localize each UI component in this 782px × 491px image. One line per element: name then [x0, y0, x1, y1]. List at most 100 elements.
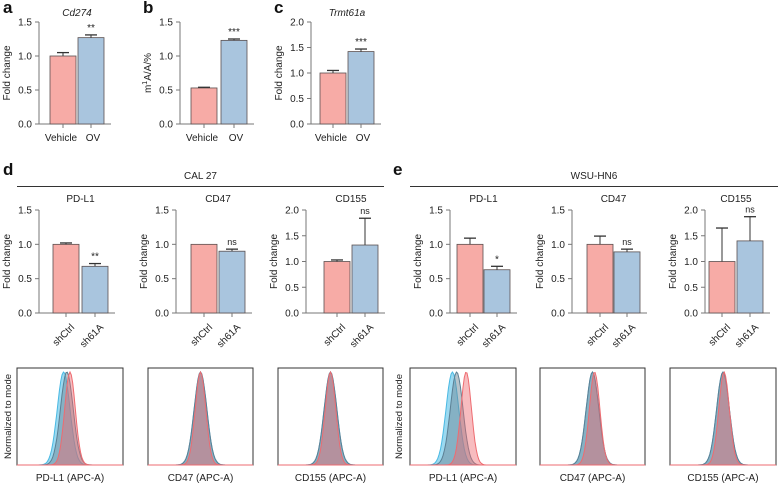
histogram-x-label: PD-L1 (APC-A): [36, 473, 104, 484]
bar-sh61a: [351, 244, 379, 314]
significance-label: *: [495, 254, 499, 265]
group-title-cal27: CAL 27: [184, 171, 217, 182]
histogram-red-curve: [540, 371, 645, 466]
significance-label: ns: [622, 237, 632, 247]
y-axis-label: m1A/A/%: [142, 53, 154, 93]
x-tick-label: sh61A: [215, 322, 243, 350]
bar-ov: [220, 39, 248, 125]
bar-vehicle: [49, 55, 77, 125]
y-axis-label: Fold change: [535, 234, 546, 289]
bar-shctrl: [708, 261, 736, 314]
bar-sh61a: [218, 250, 246, 314]
y-tick-label: 0.5: [285, 283, 299, 294]
bar-sh61a: [736, 240, 764, 314]
panel-label-a: a: [3, 0, 13, 17]
y-tick-label: 0.5: [18, 86, 32, 97]
chart-title: CD155: [720, 194, 752, 205]
significance-label: ***: [355, 37, 367, 48]
group-divider-e: [410, 186, 778, 187]
y-tick-label: 0.5: [155, 274, 169, 285]
bar-vehicle: [319, 72, 347, 125]
x-tick-label: OV: [86, 133, 101, 144]
x-tick-label: sh61A: [610, 322, 638, 350]
y-tick-label: 1.0: [159, 52, 173, 63]
x-tick-label: shCtrl: [51, 322, 77, 348]
histogram-x-label: CD155 (APC-A): [295, 473, 366, 484]
y-tick-label: 1.0: [18, 52, 32, 63]
y-tick-label: 1.5: [159, 18, 173, 29]
y-tick-label: 0.0: [285, 309, 299, 320]
x-tick-label: Vehicle: [315, 133, 348, 144]
histogram-red-curve: [148, 370, 253, 466]
significance-label: **: [91, 252, 99, 263]
chart-title: PD-L1: [66, 194, 95, 205]
histogram-x-label: CD155 (APC-A): [687, 473, 758, 484]
bar-vehicle: [190, 87, 218, 125]
group-title-wsuhn6: WSU-HN6: [570, 171, 618, 182]
y-tick-label: 0.0: [18, 120, 32, 131]
y-tick-label: 0.5: [18, 274, 32, 285]
chart-title: CD47: [601, 194, 627, 205]
y-tick-label: 0.0: [551, 309, 565, 320]
histogram-y-label: Normalized to mode: [3, 374, 14, 459]
chart-title: Cd274: [62, 8, 92, 19]
x-tick-label: sh61A: [733, 322, 761, 350]
y-tick-label: 0.0: [155, 309, 169, 320]
y-axis-label: Fold change: [2, 45, 13, 100]
chart-title: CD155: [335, 194, 367, 205]
x-tick-label: OV: [229, 133, 244, 144]
y-tick-label: 0.0: [18, 309, 32, 320]
bar-sh61a: [483, 269, 511, 314]
bar-sh61a: [613, 251, 641, 314]
bar-ov: [77, 37, 105, 125]
x-tick-label: shCtrl: [585, 322, 611, 348]
y-tick-label: 1.5: [551, 206, 565, 217]
x-tick-label: OV: [356, 133, 371, 144]
group-divider-d: [17, 186, 384, 187]
histogram-red-curve: [278, 370, 383, 466]
bar-shctrl: [586, 243, 614, 314]
y-tick-label: 0.0: [290, 120, 304, 131]
y-tick-label: 2.0: [290, 18, 304, 29]
x-tick-label: shCtrl: [707, 322, 733, 348]
histogram-x-label: CD47 (APC-A): [168, 473, 234, 484]
y-tick-label: 1.5: [290, 43, 304, 54]
y-tick-label: 1.5: [429, 206, 443, 217]
y-tick-label: 0.5: [290, 94, 304, 105]
y-tick-label: 1.0: [155, 240, 169, 251]
significance-label: ns: [227, 237, 237, 247]
y-tick-label: 1.5: [18, 18, 32, 29]
x-tick-label: sh61A: [348, 322, 376, 350]
significance-label: **: [87, 23, 95, 34]
panel-label-b: b: [143, 0, 154, 17]
y-tick-label: 2.0: [285, 206, 299, 217]
histogram-x-label: CD47 (APC-A): [560, 473, 626, 484]
histogram-red-curve: [410, 371, 516, 466]
bar-sh61a: [81, 265, 109, 314]
histogram-red-curve: [670, 371, 776, 466]
histogram-x-label: PD-L1 (APC-A): [429, 473, 497, 484]
y-axis-label: Fold change: [139, 234, 150, 289]
significance-label: ns: [745, 205, 755, 215]
y-tick-label: 1.0: [290, 69, 304, 80]
x-tick-label: shCtrl: [455, 322, 481, 348]
y-tick-label: 1.5: [684, 231, 698, 242]
x-tick-label: Vehicle: [45, 133, 78, 144]
y-tick-label: 0.5: [551, 274, 565, 285]
panel-label-e: e: [393, 160, 403, 179]
chart-title: Trmt61a: [329, 8, 366, 19]
chart-title: PD-L1: [469, 194, 498, 205]
x-tick-label: sh61A: [78, 322, 106, 350]
bar-shctrl: [323, 261, 351, 314]
y-tick-label: 0.5: [429, 274, 443, 285]
y-tick-label: 1.5: [155, 206, 169, 217]
y-tick-label: 0.5: [684, 283, 698, 294]
y-tick-label: 1.0: [551, 240, 565, 251]
y-axis-label: Fold change: [274, 45, 285, 100]
panel-label-c: c: [274, 0, 284, 17]
panel-label-d: d: [3, 160, 14, 179]
y-tick-label: 1.0: [18, 240, 32, 251]
y-tick-label: 0.5: [159, 86, 173, 97]
bar-shctrl: [190, 243, 218, 314]
